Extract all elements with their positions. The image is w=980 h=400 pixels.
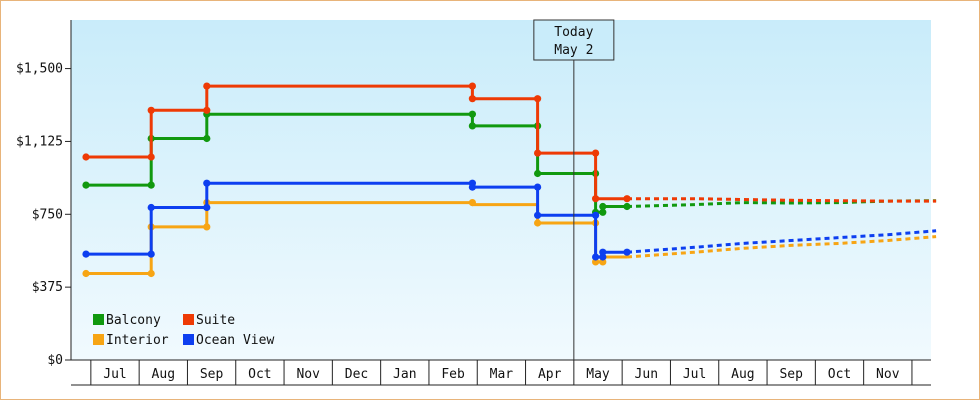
x-tick-label: Apr	[538, 367, 562, 382]
data-point-suite[interactable]	[592, 195, 600, 203]
legend-item-balcony: Balcony	[93, 313, 161, 328]
data-point-ocean-view[interactable]	[468, 183, 476, 191]
data-point-interior[interactable]	[534, 219, 542, 227]
plot-area	[71, 20, 931, 360]
series-forecast-interior	[626, 235, 937, 259]
data-point-ocean-view[interactable]	[623, 248, 631, 256]
data-point-balcony[interactable]	[623, 202, 631, 211]
data-point-ocean-view[interactable]	[203, 203, 211, 212]
data-point-balcony[interactable]	[203, 134, 211, 143]
legend-item-suite: Suite	[183, 313, 235, 328]
x-tick-label: Mar	[490, 367, 514, 382]
data-point-interior[interactable]	[203, 223, 211, 231]
y-tick-label: $750	[32, 207, 63, 222]
series-forecast-balcony	[626, 199, 937, 208]
x-tick-label: Oct	[828, 367, 851, 382]
today-label: Today	[554, 25, 593, 40]
x-tick-label: Jan	[393, 367, 416, 382]
data-point-suite[interactable]	[147, 153, 155, 161]
data-point-ocean-view[interactable]	[203, 179, 211, 187]
y-tick-label: $1,125	[16, 134, 63, 149]
legend-item-interior: Interior	[93, 333, 169, 348]
data-point-balcony[interactable]	[534, 169, 542, 178]
legend-swatch-ocean-view	[183, 334, 194, 345]
y-tick-label: $375	[32, 280, 63, 295]
x-tick-label: Feb	[441, 367, 465, 382]
data-point-suite[interactable]	[82, 153, 90, 161]
x-tick-label: Nov	[296, 367, 320, 382]
data-point-suite[interactable]	[534, 95, 542, 103]
data-point-balcony[interactable]	[147, 181, 155, 189]
data-point-balcony[interactable]	[468, 110, 476, 118]
data-point-balcony[interactable]	[82, 181, 90, 189]
data-point-ocean-view[interactable]	[147, 250, 155, 258]
y-tick-label: $1,500	[16, 62, 63, 77]
legend-label-ocean-view: Ocean View	[196, 333, 274, 348]
legend-label-balcony: Balcony	[106, 313, 161, 328]
data-point-ocean-view[interactable]	[82, 250, 90, 258]
data-point-suite[interactable]	[468, 95, 476, 103]
data-point-balcony[interactable]	[599, 202, 607, 211]
legend-label-suite: Suite	[196, 313, 235, 328]
legend-item-ocean-view: Ocean View	[183, 333, 274, 348]
x-tick-label: Oct	[248, 367, 271, 382]
data-point-ocean-view[interactable]	[534, 183, 542, 191]
x-tick-label: Jul	[103, 367, 126, 382]
x-tick-label: Dec	[345, 367, 368, 382]
x-tick-label: Aug	[731, 367, 754, 382]
data-point-balcony[interactable]	[599, 208, 607, 216]
legend-label-interior: Interior	[106, 333, 169, 348]
x-tick-label: Jul	[683, 367, 706, 382]
data-point-interior[interactable]	[468, 199, 476, 207]
x-tick-label: Nov	[876, 367, 900, 382]
data-point-suite[interactable]	[623, 195, 631, 203]
data-point-interior[interactable]	[147, 269, 155, 278]
data-point-suite[interactable]	[147, 106, 155, 114]
data-point-balcony[interactable]	[468, 122, 476, 130]
series-forecast-suite	[627, 197, 937, 203]
x-tick-label: Sep	[200, 367, 224, 382]
x-tick-label: Aug	[152, 367, 175, 382]
y-tick-label: $0	[47, 353, 63, 368]
series-ocean-view	[82, 179, 937, 261]
data-point-ocean-view[interactable]	[599, 248, 607, 256]
today-box	[533, 19, 615, 61]
data-point-suite[interactable]	[203, 82, 211, 90]
data-point-interior[interactable]	[82, 269, 90, 278]
legend-swatch-interior	[93, 334, 104, 345]
data-point-ocean-view[interactable]	[592, 253, 600, 261]
series-suite	[82, 82, 937, 203]
data-point-ocean-view[interactable]	[534, 211, 542, 219]
series-line-suite	[86, 84, 627, 201]
data-point-ocean-view[interactable]	[147, 203, 155, 212]
legend-swatch-balcony	[93, 314, 104, 325]
x-tick-label: Jun	[635, 367, 658, 382]
data-point-ocean-view[interactable]	[592, 211, 600, 219]
x-tick-label: Sep	[779, 367, 803, 382]
legend-swatch-suite	[183, 314, 194, 325]
series-forecast-ocean-view	[626, 229, 937, 254]
data-point-suite[interactable]	[203, 106, 211, 114]
data-point-suite[interactable]	[534, 149, 542, 157]
x-tick-label: May	[586, 367, 610, 382]
today-date: May 2	[554, 43, 593, 58]
data-point-suite[interactable]	[468, 82, 476, 90]
data-point-suite[interactable]	[592, 149, 600, 157]
